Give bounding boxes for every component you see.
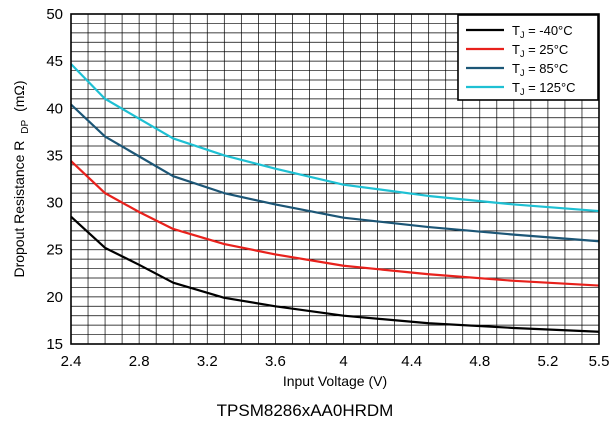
- x-tick-label: 2.8: [129, 353, 150, 370]
- y-tick-label: 30: [46, 195, 63, 212]
- y-tick-label: 25: [46, 242, 63, 259]
- series-line-2: [70, 160, 600, 287]
- series-line-1: [70, 215, 600, 333]
- series-lines: [70, 63, 600, 333]
- legend-label: TJ = 125°C: [512, 80, 576, 97]
- x-tick-label: 5.2: [537, 353, 558, 370]
- y-tick-label: 50: [46, 6, 63, 23]
- series-line-3: [70, 103, 600, 243]
- chart-caption: TPSM8286xAA0HRDM: [217, 401, 394, 420]
- x-tick-label: 3.2: [197, 353, 218, 370]
- y-axis-title: Dropout Resistance R DP (mΩ): [11, 80, 31, 277]
- x-tick-label: 4: [339, 353, 347, 370]
- y-tick-label: 15: [46, 336, 63, 353]
- x-axis-title: Input Voltage (V): [283, 373, 387, 389]
- y-tick-label: 35: [46, 147, 63, 164]
- x-tick-label: 5.5: [589, 353, 610, 370]
- legend-label: TJ = 25°C: [512, 42, 568, 59]
- y-tick-label: 20: [46, 289, 63, 306]
- y-tick-label: 40: [46, 100, 63, 117]
- plot-frame: [70, 13, 600, 345]
- x-tick-label: 2.4: [61, 353, 82, 370]
- x-tick-label: 4.4: [401, 353, 422, 370]
- y-axis-ticks: 15 20 25 30 35 40 45 50: [46, 6, 63, 353]
- series-line-4: [70, 63, 600, 213]
- legend-label: TJ = 85°C: [512, 61, 568, 78]
- y-tick-label: 45: [46, 53, 63, 70]
- y-axis-title-main: Dropout Resistance R: [11, 141, 27, 278]
- x-axis-ticks: 2.4 2.8 3.2 3.6 4 4.4 4.8 5.2 5.5: [61, 353, 610, 370]
- legend: TJ = -40°C TJ = 25°C TJ = 85°C TJ = 125°C: [457, 14, 599, 101]
- y-axis-title-sub: DP: [20, 119, 31, 133]
- x-tick-label: 4.8: [469, 353, 490, 370]
- legend-label: TJ = -40°C: [512, 23, 573, 40]
- grid: [71, 14, 599, 344]
- x-tick-label: 3.6: [265, 353, 286, 370]
- y-axis-title-unit: (mΩ): [11, 80, 27, 111]
